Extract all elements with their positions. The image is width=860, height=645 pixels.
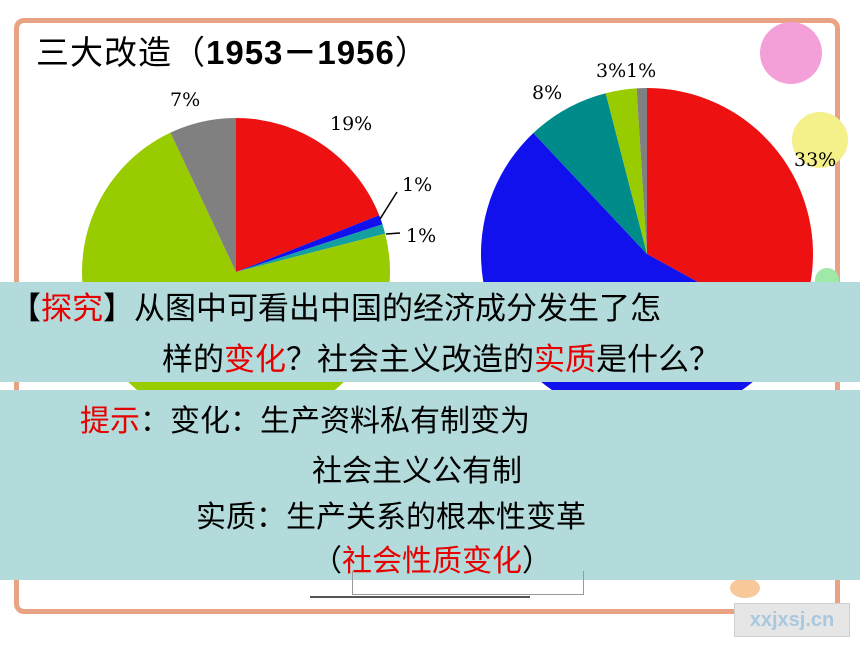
question-line-1: 【探究】从图中可看出中国的经济成分发生了怎 bbox=[10, 291, 661, 327]
pie-labels: 7% 19% 1% 1% 8% 3% 1% 33% bbox=[170, 60, 836, 247]
pie2-slice-0 bbox=[647, 88, 813, 334]
pie2-label-33: 33% bbox=[794, 149, 836, 171]
hint-line-3: 实质：生产关系的根本性变革 bbox=[196, 500, 586, 535]
label-leader-line bbox=[385, 232, 401, 235]
pie1-label-19: 19% bbox=[330, 113, 372, 135]
pie2-slice-2 bbox=[533, 93, 647, 254]
pie2-slice-4 bbox=[636, 88, 647, 254]
pie2-slice-3 bbox=[605, 88, 647, 254]
hint-line-2: 社会主义公有制 bbox=[312, 454, 522, 489]
hint-line-1: 提示：变化：生产资料私有制变为 bbox=[80, 404, 530, 439]
page-title: 三大改造（1953－1956） bbox=[36, 33, 429, 72]
decor-dot-orange bbox=[730, 578, 760, 598]
question-band bbox=[0, 282, 860, 382]
pie1-label-7: 7% bbox=[170, 89, 200, 111]
question-line-2: 样的变化？社会主义改造的实质是什么？ bbox=[162, 342, 720, 378]
hint-band bbox=[0, 390, 860, 580]
caption-underline bbox=[310, 596, 530, 598]
pie2-label-1: 1% bbox=[626, 60, 656, 82]
caption-box bbox=[352, 571, 584, 595]
pie1-slice-1 bbox=[236, 215, 383, 272]
pie1-slice-4 bbox=[170, 118, 236, 272]
pie1-slice-0 bbox=[236, 118, 380, 272]
pie1-label-1a: 1% bbox=[402, 174, 432, 196]
pie2-label-3: 3% bbox=[596, 60, 626, 82]
pie1-slice-2 bbox=[236, 224, 386, 272]
decor-dot-yellow bbox=[792, 112, 848, 168]
watermark: xxjxsj.cn bbox=[734, 603, 850, 637]
pie1-label-1b: 1% bbox=[406, 225, 436, 247]
decor-dot-pink bbox=[760, 22, 822, 84]
hint-line-4: （社会性质变化） bbox=[312, 544, 552, 579]
label-leader-line bbox=[379, 191, 398, 220]
pie2-label-8: 8% bbox=[532, 82, 562, 104]
